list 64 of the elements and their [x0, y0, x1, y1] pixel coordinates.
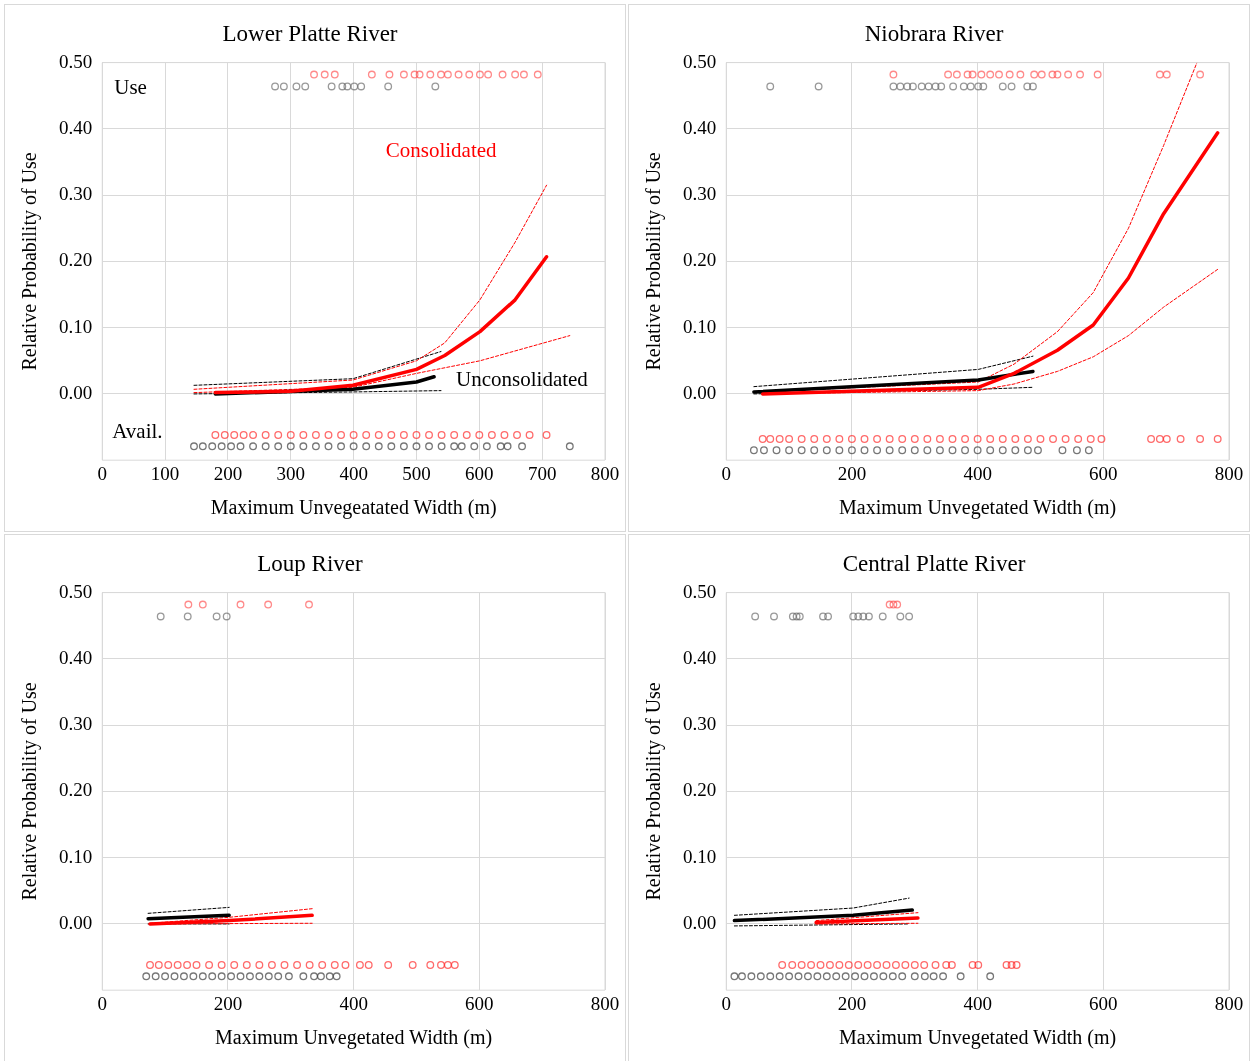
x-tick-label: 200 — [213, 992, 243, 1014]
x-tick-label: 800 — [1214, 992, 1244, 1014]
y-tick-label: 0.50 — [683, 50, 717, 72]
y-tick-label: 0.30 — [683, 713, 717, 735]
y-tick-label: 0.20 — [59, 779, 93, 801]
y-tick-label: 0.00 — [683, 381, 717, 403]
x-tick-label: 400 — [963, 462, 992, 484]
y-tick-label: 0.30 — [59, 183, 93, 205]
y-axis-title: Relative Probability of Use — [642, 152, 666, 371]
x-tick-label: 400 — [339, 462, 368, 484]
x-tick-label: 800 — [1214, 462, 1244, 484]
y-tick-label: 0.40 — [683, 646, 717, 668]
x-tick-label: 800 — [590, 992, 620, 1014]
x-axis-title: Maximum Unvegetated Width (m) — [215, 1026, 493, 1050]
y-axis-title: Relative Probability of Use — [18, 152, 42, 371]
chart-title: Central Platte River — [842, 550, 1026, 576]
y-tick-label: 0.20 — [59, 249, 93, 271]
y-tick-label: 0.20 — [683, 249, 717, 271]
x-tick-label: 0 — [97, 992, 107, 1014]
annotation: Use — [114, 75, 147, 100]
y-tick-label: 0.50 — [683, 580, 717, 602]
x-tick-label: 200 — [837, 992, 867, 1014]
x-tick-label: 600 — [1089, 992, 1118, 1014]
y-tick-label: 0.20 — [683, 779, 717, 801]
y-axis-title: Relative Probability of Use — [18, 682, 42, 901]
y-tick-label: 0.10 — [683, 845, 717, 867]
x-tick-label: 0 — [721, 992, 731, 1014]
x-tick-label: 400 — [963, 992, 992, 1014]
y-tick-label: 0.40 — [59, 116, 93, 138]
x-tick-label: 200 — [213, 462, 243, 484]
text: Consolidated — [385, 138, 498, 163]
y-tick-label: 0.50 — [59, 50, 93, 72]
y-tick-label: 0.00 — [59, 381, 93, 403]
chart-title: Loup River — [257, 550, 364, 576]
x-tick-label: 0 — [97, 462, 107, 484]
y-tick-label: 0.40 — [683, 116, 717, 138]
x-axis-title: Maximum Unvegetated Width (m) — [839, 1026, 1117, 1050]
y-tick-label: 0.00 — [683, 911, 717, 933]
x-tick-label: 600 — [465, 462, 494, 484]
y-tick-label: 0.30 — [59, 713, 93, 735]
x-tick-label: 500 — [402, 462, 431, 484]
y-tick-label: 0.50 — [59, 580, 93, 602]
y-tick-label: 0.10 — [683, 315, 717, 337]
y-tick-label: 0.30 — [683, 183, 717, 205]
chart-title: Lower Platte River — [222, 20, 398, 46]
x-tick-label: 100 — [150, 462, 180, 484]
y-tick-label: 0.10 — [59, 315, 93, 337]
x-tick-label: 0 — [721, 462, 731, 484]
x-tick-label: 300 — [276, 462, 306, 484]
x-tick-label: 600 — [465, 992, 494, 1014]
series-label: Unconsolidated — [456, 367, 589, 392]
y-axis-title: Relative Probability of Use — [642, 682, 666, 901]
x-tick-label: 800 — [590, 462, 620, 484]
chart-title: Niobrara River — [864, 20, 1004, 46]
y-tick-label: 0.40 — [59, 646, 93, 668]
x-axis-title: Maximum Unvegetated Width (m) — [839, 496, 1117, 520]
annotation: Avail. — [112, 418, 163, 443]
y-tick-label: 0.10 — [59, 845, 93, 867]
x-axis-title: Maximum Unvegeatated Width (m) — [210, 496, 497, 520]
x-tick-label: 200 — [837, 462, 867, 484]
y-tick-label: 0.00 — [59, 911, 93, 933]
x-tick-label: 400 — [339, 992, 368, 1014]
x-tick-label: 600 — [1089, 462, 1118, 484]
x-tick-label: 700 — [527, 462, 557, 484]
